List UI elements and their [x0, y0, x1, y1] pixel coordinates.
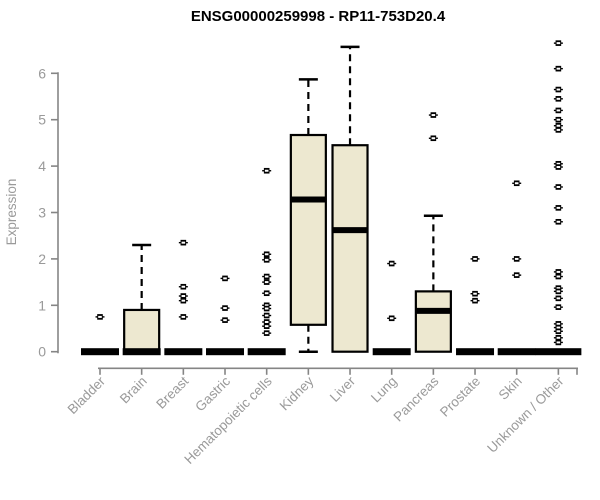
outlier-point [556, 270, 561, 273]
outlier-point [556, 42, 561, 45]
box [331, 144, 369, 353]
outlier-point [556, 287, 561, 290]
y-tick-label: 2 [38, 251, 46, 267]
median-line [415, 307, 451, 314]
box [414, 290, 452, 353]
outlier-point [181, 241, 186, 244]
outlier-point [556, 341, 561, 344]
box [123, 308, 161, 353]
outlier-point [514, 274, 519, 277]
box [289, 133, 327, 326]
outlier-point [264, 281, 269, 284]
outlier-point [556, 297, 561, 300]
outlier-point [556, 326, 561, 329]
zero-median-bar [81, 348, 119, 356]
y-tick-label: 6 [38, 65, 46, 81]
outlier-point [473, 299, 477, 302]
outlier-point [264, 325, 269, 328]
outlier-point [181, 285, 186, 288]
outlier-point [556, 162, 561, 165]
x-category-label: Liver [327, 373, 359, 405]
outlier-point [556, 124, 561, 127]
outlier-point [264, 321, 269, 324]
x-category-label: Brain [117, 374, 150, 407]
outlier-point [389, 317, 394, 320]
outlier-point [514, 182, 519, 185]
x-category-label: Prostate [437, 374, 483, 420]
x-category-label: Kidney [277, 373, 317, 413]
outlier-point [556, 206, 561, 209]
y-tick-label: 5 [38, 112, 46, 128]
outlier-point [181, 315, 186, 318]
outlier-point [264, 253, 269, 256]
outlier-point [473, 292, 477, 295]
x-category-label: Gastric [192, 373, 233, 414]
chart-title: ENSG00000259998 - RP11-753D20.4 [191, 8, 446, 25]
outlier-point [264, 258, 269, 261]
outlier-point [98, 315, 102, 318]
y-tick-label: 4 [38, 158, 46, 174]
y-tick-label: 1 [38, 297, 46, 313]
outlier-point [473, 257, 477, 260]
outlier-point [556, 67, 561, 70]
median-line [290, 196, 326, 203]
outlier-point [264, 314, 269, 317]
outlier-point [264, 275, 269, 278]
outlier-point [556, 330, 561, 333]
outlier-point [556, 97, 561, 100]
outlier-point [389, 262, 394, 265]
outlier-point [556, 88, 561, 91]
outlier-point [556, 220, 561, 223]
outlier-point [556, 322, 561, 325]
zero-median-bar [206, 348, 245, 356]
outlier-point [556, 275, 561, 278]
outlier-point [264, 304, 269, 307]
outlier-point [264, 332, 269, 335]
x-category-label: Breast [153, 373, 191, 411]
outlier-point [556, 128, 561, 131]
outlier-point [264, 169, 269, 172]
outlier-point [556, 118, 561, 121]
y-axis-label: Expression [4, 179, 19, 246]
y-tick-label: 0 [38, 344, 46, 360]
zero-median-bar [247, 348, 286, 356]
x-category-label: Lung [368, 374, 400, 406]
x-category-label: Skin [496, 374, 525, 403]
zero-median-bar [497, 348, 536, 356]
outlier-point [264, 292, 269, 295]
zero-median-bar [164, 348, 203, 356]
x-category-label: Unknown / Other [484, 373, 567, 456]
outlier-point [556, 336, 561, 339]
x-category-label: Bladder [65, 373, 109, 417]
x-category-label: Pancreas [391, 373, 442, 424]
outlier-point [556, 306, 561, 309]
median-line [332, 227, 368, 234]
outlier-point [223, 277, 227, 280]
outlier-point [223, 319, 227, 322]
y-tick-label: 3 [38, 205, 46, 221]
outlier-point [264, 307, 269, 310]
outlier-point [556, 185, 561, 188]
outlier-point [181, 299, 186, 302]
zero-median-bar [456, 348, 495, 356]
outlier-point [223, 307, 227, 310]
outlier-point [556, 166, 561, 169]
zero-median-bar [372, 348, 411, 356]
outlier-point [431, 137, 436, 140]
outlier-point [181, 295, 186, 298]
outlier-point [556, 290, 561, 293]
outlier-point [514, 257, 519, 260]
outlier-point [556, 109, 561, 112]
zero-median-bar [535, 348, 582, 356]
outlier-point [431, 114, 436, 117]
zero-median-bar [122, 348, 161, 356]
